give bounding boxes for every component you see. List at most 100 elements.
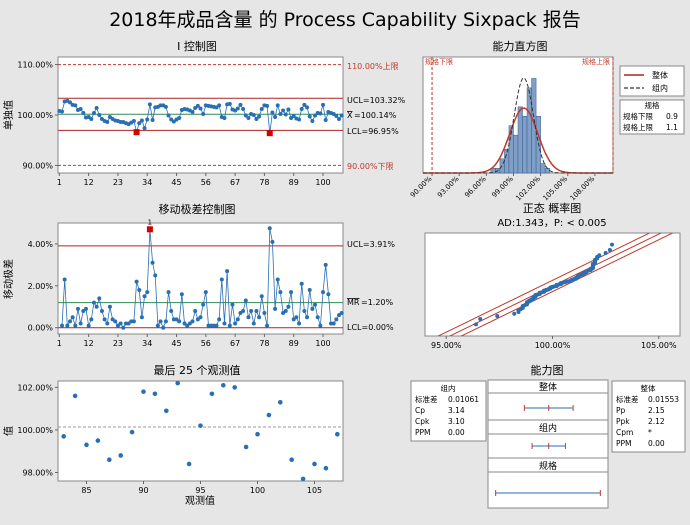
i-data-point [339, 113, 344, 118]
capability-within-label: 组内 [539, 422, 557, 434]
mr-data-point [190, 319, 195, 324]
last25-ytick-label: 98.00% [22, 468, 53, 477]
mr-data-point [315, 315, 320, 320]
last25-xtick-label: 105 [307, 486, 322, 495]
i-data-point [139, 118, 144, 123]
i-xtick-label: 1 [57, 178, 62, 187]
last25-data-point [243, 444, 249, 450]
mr-xtick-label: 67 [230, 339, 240, 348]
i-data-point [137, 121, 142, 126]
last25-data-point [186, 461, 192, 467]
normal-data-point [478, 317, 483, 322]
last25-data-point [198, 423, 203, 428]
histogram-bar [540, 163, 546, 174]
overall-stat-ppm-value: 0.00 [648, 439, 665, 448]
mr-data-point [251, 321, 256, 326]
last25-data-point [118, 453, 123, 458]
i-flagged-point [133, 129, 140, 136]
histogram-bar [517, 106, 523, 174]
i-chart-lower-spec-label: 90.00%下限 [347, 162, 394, 171]
mr-data-point [289, 290, 294, 295]
histogram-legend: 整体 组内 [619, 65, 685, 97]
i-chart-mean-symbol: X [347, 111, 353, 120]
mr-data-point [83, 306, 88, 311]
mr-data-point [265, 323, 270, 328]
overall-stat-cpm-name: Cpm [616, 428, 633, 437]
within-stats-box: 组内 标准差 0.01061 Cp 3.14 Cpk 3.10 PPM 0.00 [410, 380, 487, 442]
last25-data-point [312, 461, 317, 467]
i-data-point [273, 115, 278, 120]
last25-xtick-label: 85 [81, 486, 91, 495]
histogram-lsl-label: 规格下限 [425, 57, 453, 66]
i-data-point [291, 114, 296, 119]
mr-data-point [121, 325, 126, 330]
histogram-bar [504, 149, 510, 174]
mr-data-point [139, 315, 144, 320]
histogram-xtick-label: 93.00% [436, 175, 461, 200]
i-chart-lcl-label: LCL=96.95% [347, 127, 399, 136]
within-stat-ppm-value: 0.00 [448, 428, 465, 437]
mr-data-point [299, 281, 304, 286]
spec-box-usl-value: 1.1 [666, 123, 678, 132]
spec-box-lsl-value: 0.9 [666, 112, 678, 121]
normal-data-point [597, 253, 602, 258]
histogram-bar [513, 134, 519, 174]
last25-data-point [300, 476, 306, 482]
spec-box-lsl-name: 规格下限 [623, 111, 653, 121]
i-data-point [59, 109, 64, 114]
i-data-point [142, 126, 147, 131]
mr-data-point [78, 321, 83, 326]
i-data-point [235, 106, 240, 111]
mr-data-point [257, 315, 262, 320]
mr-data-point [62, 277, 67, 282]
mr-data-point [262, 311, 267, 316]
last25-data-point [164, 408, 169, 414]
mr-data-point [302, 308, 307, 313]
mr-data-point [153, 273, 158, 278]
capability-spec-panel [487, 457, 609, 509]
mr-data-point [134, 279, 139, 284]
capability-within-panel [487, 419, 609, 459]
mr-data-point [102, 317, 107, 322]
i-xtick-label: 56 [201, 178, 211, 187]
i-flagged-point [266, 130, 273, 137]
i-data-point [222, 116, 227, 121]
spec-box-frame [619, 99, 685, 135]
overall-stat-sd-name: 标准差 [616, 394, 639, 404]
i-chart-plot-area [57, 56, 344, 174]
spec-box-usl-name: 规格上限 [623, 122, 653, 132]
i-chart-mean-label: X =100.14% [347, 111, 397, 120]
normal-data-point [495, 313, 500, 318]
mr-data-point [321, 290, 326, 295]
overall-stat-ppk-name: Ppk [616, 417, 630, 426]
mr-data-point [217, 317, 222, 322]
i-data-point [270, 110, 275, 115]
i-data-point [278, 111, 283, 116]
i-xtick-label: 34 [142, 178, 152, 187]
mr-ytick-label: 4.00% [28, 240, 54, 249]
i-ytick-label: 110.00% [17, 61, 53, 70]
i-data-point [163, 104, 168, 109]
mr-flagged-point [146, 226, 153, 233]
i-data-point [131, 119, 136, 124]
mr-data-point [273, 306, 278, 311]
overall-stat-ppk-value: 2.12 [648, 417, 665, 426]
mr-data-point [113, 319, 118, 324]
histogram-xtick-label: 96.00% [463, 175, 488, 200]
i-data-point [337, 117, 342, 122]
i-data-point [318, 111, 323, 116]
histogram-usl-label: 规格上限 [582, 57, 610, 66]
last25-data-point [95, 438, 101, 443]
i-data-point [195, 103, 200, 108]
i-data-point [305, 105, 310, 110]
i-data-point [246, 116, 251, 121]
mr-data-point [198, 315, 203, 320]
mr-data-point [331, 321, 336, 326]
mr-data-point [318, 323, 323, 328]
within-stat-cpk-name: Cpk [415, 417, 430, 426]
i-data-point [251, 113, 256, 117]
mr-data-point [67, 319, 72, 324]
overall-stat-cpm-value: * [648, 428, 652, 437]
i-data-point [257, 114, 262, 119]
capability-spec-label: 规格 [539, 460, 557, 472]
